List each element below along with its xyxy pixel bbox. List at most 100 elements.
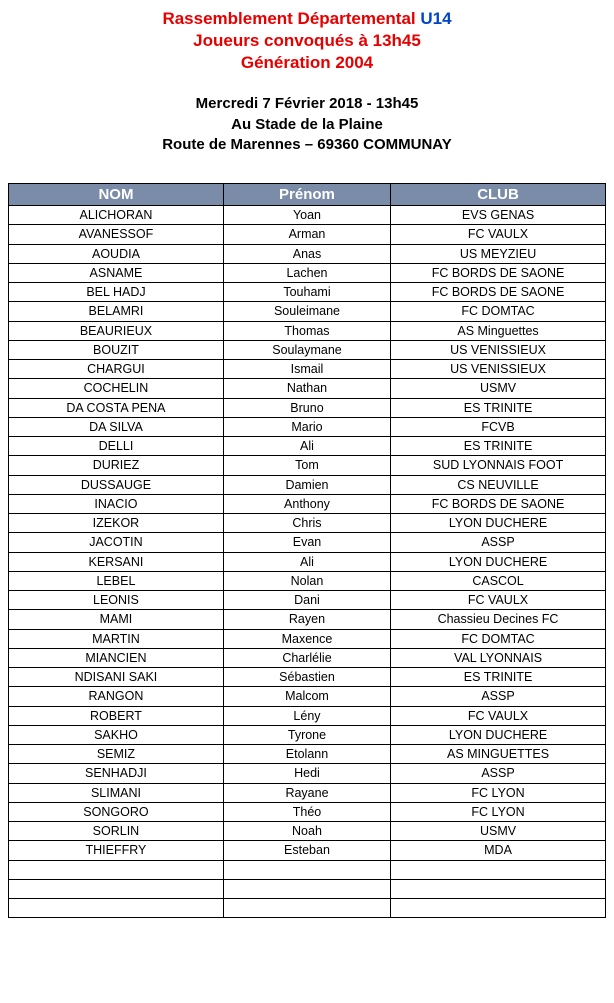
cell-prenom: Ismail [223,360,390,379]
event-address: Route de Marennes – 69360 COMMUNAY [8,135,606,155]
table-row: ASNAMELachenFC BORDS DE SAONE [9,263,606,282]
table-row: ALICHORANYoanEVS GENAS [9,206,606,225]
table-row: MIANCIENCharlélieVAL LYONNAIS [9,648,606,667]
cell-nom: BOUZIT [9,340,224,359]
cell-prenom: Rayen [223,610,390,629]
cell-club: FC VAULX [391,591,606,610]
table-row: DA COSTA PENABrunoES TRINITE [9,398,606,417]
cell-nom: LEBEL [9,571,224,590]
table-row: BOUZITSoulaymaneUS VENISSIEUX [9,340,606,359]
cell-nom: MAMI [9,610,224,629]
cell-club: US VENISSIEUX [391,340,606,359]
table-row: IZEKORChrisLYON DUCHERE [9,514,606,533]
cell-prenom: Anas [223,244,390,263]
cell-nom: BEAURIEUX [9,321,224,340]
cell-club: LYON DUCHERE [391,725,606,744]
cell-club: FC VAULX [391,225,606,244]
table-row: SENHADJIHediASSP [9,764,606,783]
cell-nom: CHARGUI [9,360,224,379]
cell-club: USMV [391,379,606,398]
cell-prenom: Lény [223,706,390,725]
cell-prenom: Chris [223,514,390,533]
cell-prenom: Touhami [223,283,390,302]
cell-club: VAL LYONNAIS [391,648,606,667]
cell-prenom: Souleimane [223,302,390,321]
col-header-prenom: Prénom [223,184,390,206]
event-info-block: Mercredi 7 Février 2018 - 13h45 Au Stade… [8,94,606,155]
table-row: CHARGUIIsmailUS VENISSIEUX [9,360,606,379]
table-row: SORLINNoahUSMV [9,822,606,841]
cell-nom: COCHELIN [9,379,224,398]
table-header: NOM Prénom CLUB [9,184,606,206]
cell-nom: THIEFFRY [9,841,224,860]
cell-prenom: Dani [223,591,390,610]
cell-club: CS NEUVILLE [391,475,606,494]
event-date: Mercredi 7 Février 2018 - 13h45 [8,94,606,114]
title-block: Rassemblement Départemental U14 Joueurs … [8,8,606,74]
table-row: JACOTINEvanASSP [9,533,606,552]
cell-club: CASCOL [391,571,606,590]
table-row: LEBELNolanCASCOL [9,571,606,590]
cell-club [391,879,606,898]
table-row: RANGONMalcomASSP [9,687,606,706]
table-row: ROBERTLényFC VAULX [9,706,606,725]
cell-nom: DURIEZ [9,456,224,475]
cell-club: LYON DUCHERE [391,514,606,533]
cell-prenom: Nathan [223,379,390,398]
cell-club: FC BORDS DE SAONE [391,263,606,282]
cell-nom: ROBERT [9,706,224,725]
cell-club: US MEYZIEU [391,244,606,263]
cell-club: EVS GENAS [391,206,606,225]
title-line-2: Joueurs convoqués à 13h45 [8,30,606,52]
cell-club: LYON DUCHERE [391,552,606,571]
cell-nom: SENHADJI [9,764,224,783]
cell-prenom: Lachen [223,263,390,282]
cell-prenom: Nolan [223,571,390,590]
table-row: DA SILVAMarioFCVB [9,417,606,436]
cell-club: FC BORDS DE SAONE [391,283,606,302]
cell-nom: IZEKOR [9,514,224,533]
cell-prenom: Malcom [223,687,390,706]
title-line-1: Rassemblement Départemental U14 [8,8,606,30]
cell-club: FC BORDS DE SAONE [391,494,606,513]
cell-prenom: Charlélie [223,648,390,667]
cell-club: ASSP [391,764,606,783]
cell-prenom: Soulaymane [223,340,390,359]
title-line-1-red: Rassemblement Départemental [162,9,420,28]
table-row: INACIOAnthonyFC BORDS DE SAONE [9,494,606,513]
cell-nom: SEMIZ [9,745,224,764]
cell-prenom: Damien [223,475,390,494]
table-row: BEL HADJTouhamiFC BORDS DE SAONE [9,283,606,302]
cell-club [391,898,606,917]
cell-prenom [223,898,390,917]
cell-nom [9,879,224,898]
table-body: ALICHORANYoanEVS GENASAVANESSOFArmanFC V… [9,206,606,918]
cell-nom: AOUDIA [9,244,224,263]
cell-nom: BELAMRI [9,302,224,321]
cell-club: US VENISSIEUX [391,360,606,379]
table-row: SEMIZEtolannAS MINGUETTES [9,745,606,764]
cell-nom: AVANESSOF [9,225,224,244]
cell-club: USMV [391,822,606,841]
cell-nom: DA COSTA PENA [9,398,224,417]
cell-nom: JACOTIN [9,533,224,552]
cell-prenom: Etolann [223,745,390,764]
cell-nom: SONGORO [9,802,224,821]
cell-club: AS Minguettes [391,321,606,340]
event-venue: Au Stade de la Plaine [8,115,606,135]
table-row: MARTINMaxenceFC DOMTAC [9,629,606,648]
cell-nom: ALICHORAN [9,206,224,225]
cell-club: AS MINGUETTES [391,745,606,764]
cell-nom: DA SILVA [9,417,224,436]
cell-club: ASSP [391,687,606,706]
cell-prenom: Evan [223,533,390,552]
cell-prenom: Noah [223,822,390,841]
cell-club: FC LYON [391,783,606,802]
table-row: LEONISDaniFC VAULX [9,591,606,610]
players-table: NOM Prénom CLUB ALICHORANYoanEVS GENASAV… [8,183,606,918]
table-row: SAKHOTyroneLYON DUCHERE [9,725,606,744]
cell-prenom: Hedi [223,764,390,783]
table-row: BELAMRISouleimaneFC DOMTAC [9,302,606,321]
cell-prenom: Rayane [223,783,390,802]
table-row: AVANESSOFArmanFC VAULX [9,225,606,244]
